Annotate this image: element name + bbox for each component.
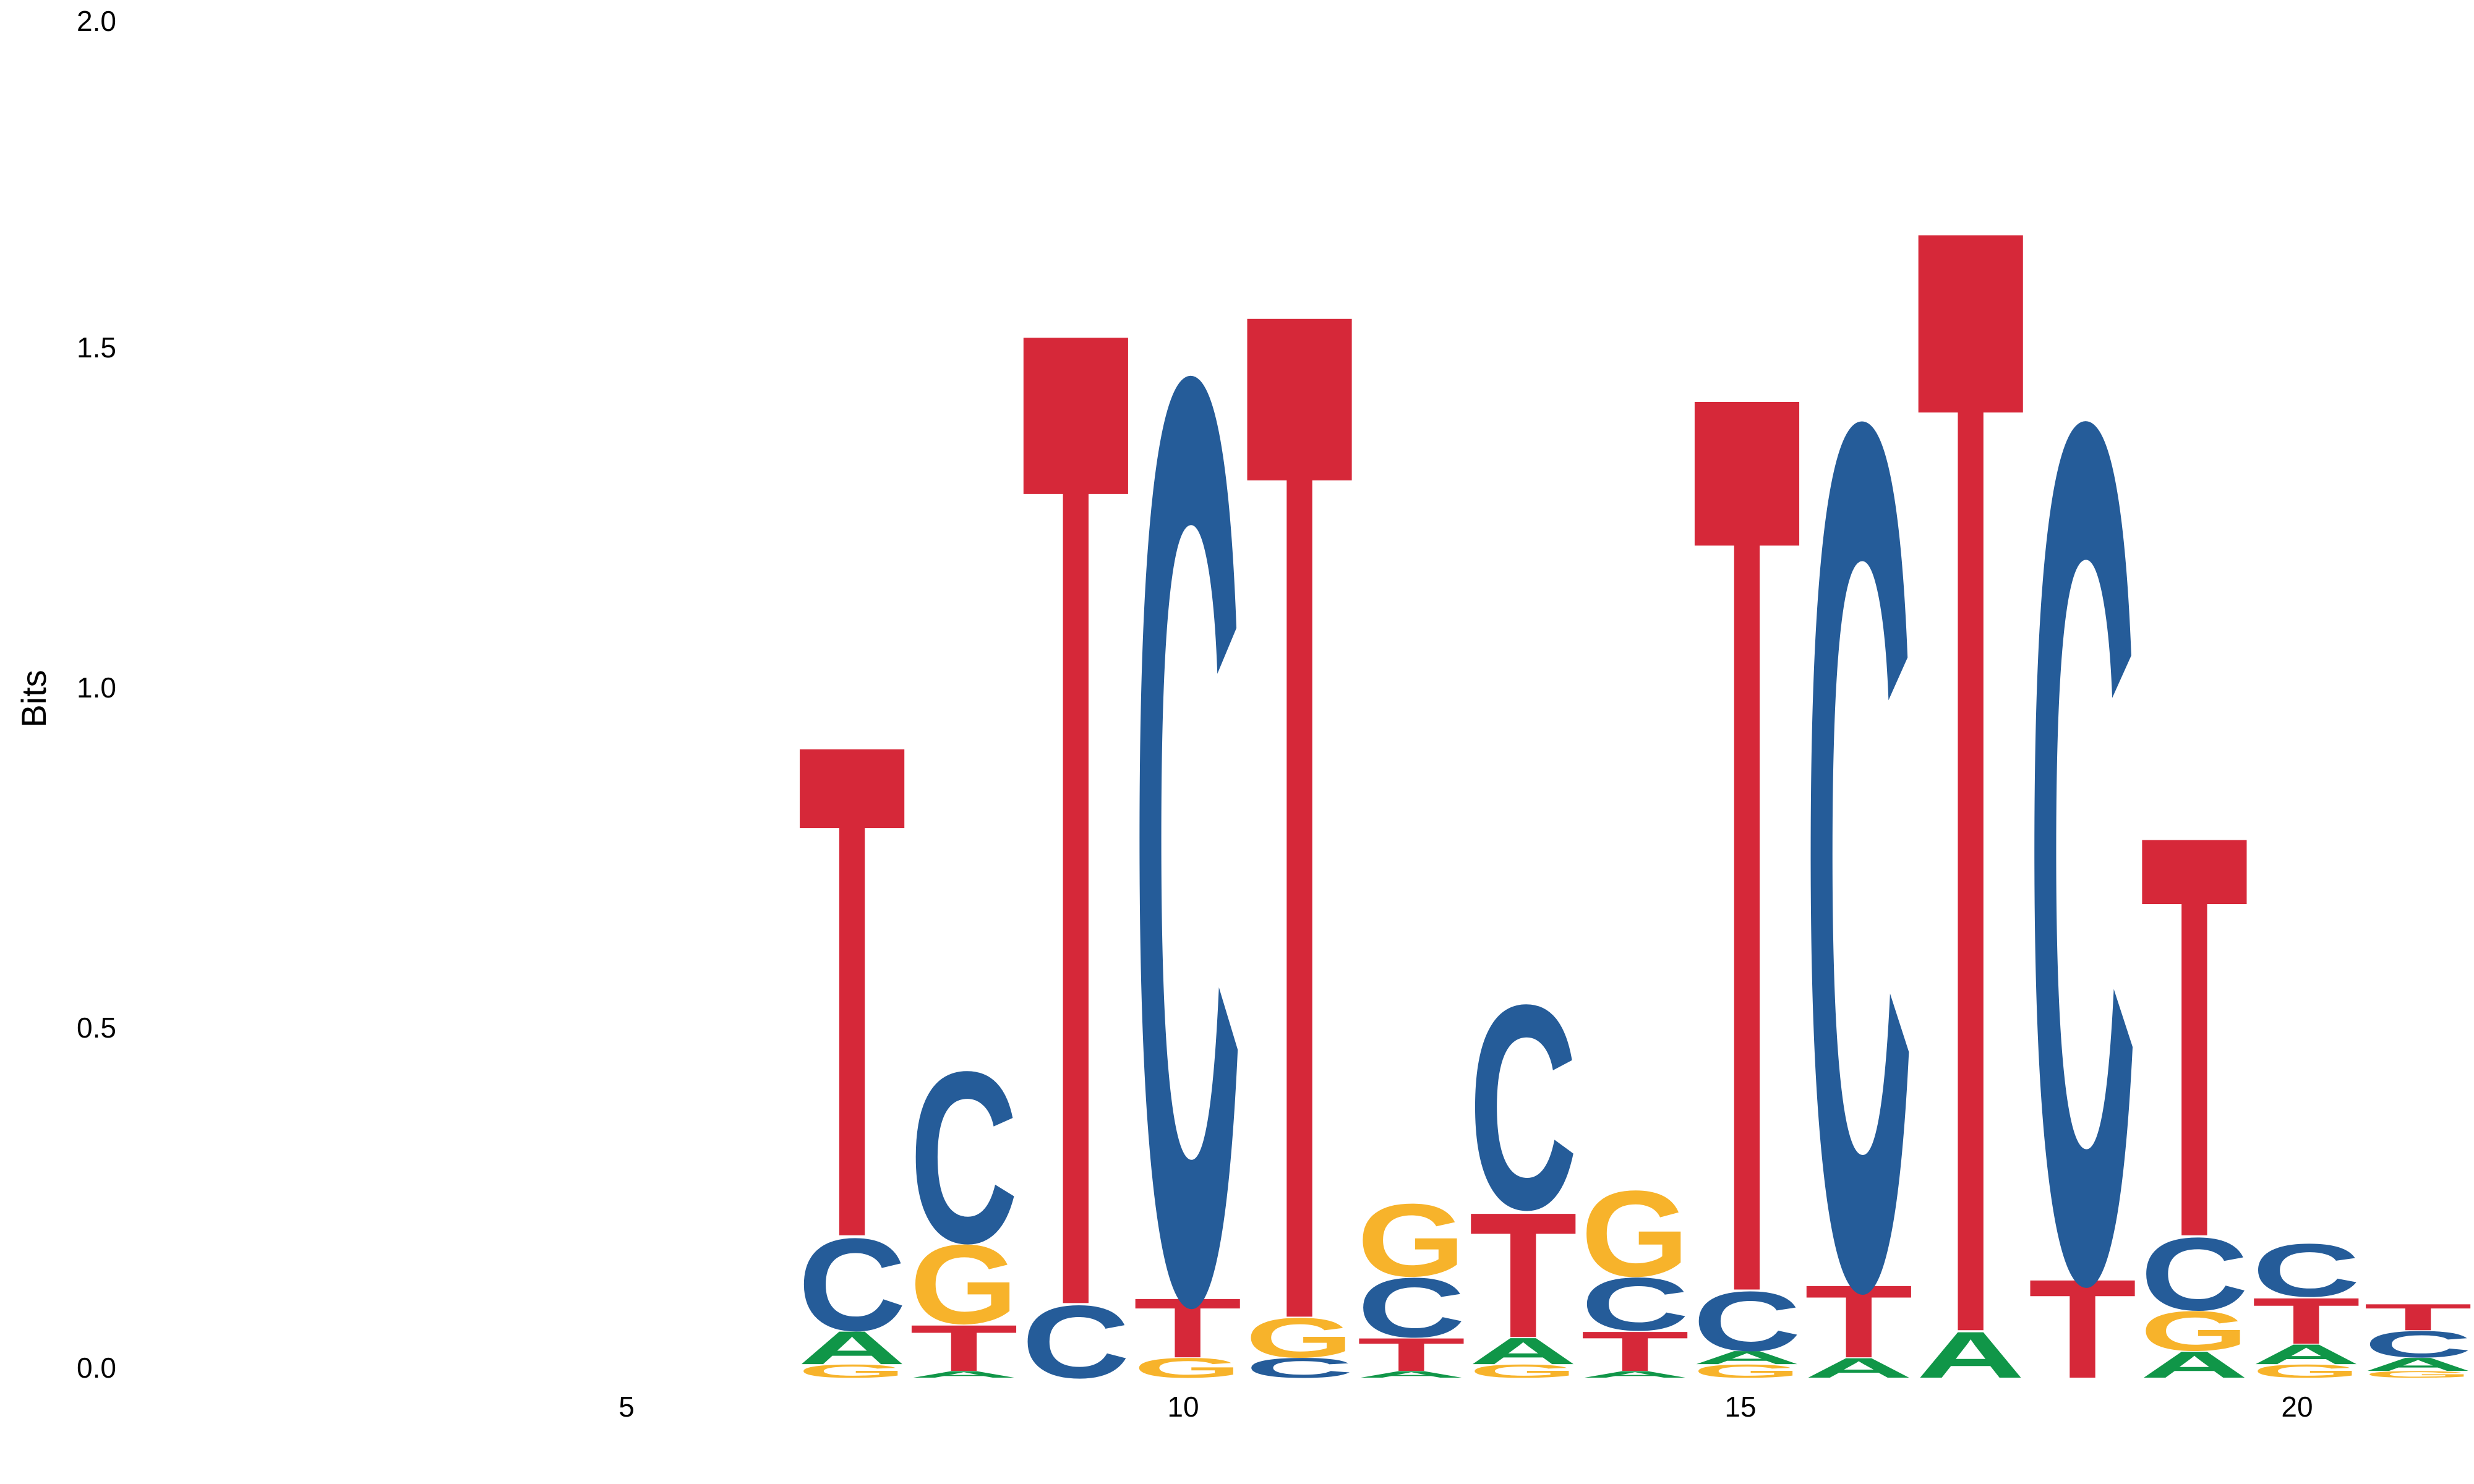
logo-letter-t: T [2252, 1284, 2360, 1358]
logo-letter-a: A [910, 1369, 1018, 1380]
logo-letter-a: A [2140, 1344, 2248, 1386]
logo-letter-g: G [1693, 1361, 1801, 1382]
logo-letter-t: T [2028, 1250, 2136, 1407]
y-tick-label: 0.0 [77, 1352, 116, 1384]
logo-letter-c: C [2364, 1323, 2472, 1365]
logo-letter-g: G [910, 1222, 1018, 1348]
logo-letter-t: T [1469, 1175, 1577, 1375]
logo-letter-t: T [1581, 1320, 1689, 1383]
logo-letter-c: C [1022, 1284, 1130, 1400]
logo-letter-t: T [1916, 0, 2024, 1484]
logo-letter-g: G [1133, 1352, 1241, 1384]
logo-letter-c: C [1133, 103, 1241, 1484]
logo-letter-a: A [1357, 1369, 1465, 1380]
logo-letter-g: G [2252, 1361, 2360, 1382]
x-tick-label: 20 [2281, 1391, 2313, 1423]
y-tick-label: 1.0 [77, 672, 116, 704]
y-tick-label: 2.0 [77, 5, 116, 37]
y-tick-label: 0.5 [77, 1012, 116, 1044]
logo-letter-c: C [2028, 168, 2136, 1484]
y-tick-label: 1.5 [77, 331, 116, 364]
logo-letter-g: G [1469, 1361, 1577, 1382]
logo-letter-g: G [1245, 1307, 1353, 1370]
logo-letter-a: A [1805, 1352, 1913, 1384]
x-tick-label: 15 [1724, 1391, 1756, 1423]
logo-letter-c: C [2140, 1216, 2248, 1332]
x-tick-label: 5 [618, 1391, 635, 1423]
logo-letter-t: T [1693, 122, 1801, 1484]
logo-letter-t: T [1133, 1281, 1241, 1375]
logo-letter-t: T [2140, 715, 2248, 1357]
logo-letter-a: A [2252, 1339, 2360, 1370]
logo-letter-a: A [1916, 1318, 2024, 1391]
logo-letter-c: C [910, 1021, 1018, 1294]
y-axis: 0.0 0.5 1.0 1.5 2.0 Bits [14, 5, 116, 1384]
logo-letter-c: C [798, 1211, 906, 1358]
logo-letter-t: T [1022, 33, 1130, 1484]
logo-letter-c: C [1693, 1274, 1801, 1369]
logo-letter-t: T [910, 1311, 1018, 1385]
logo-letter-g: G [1357, 1183, 1465, 1298]
logo-letter-t: T [1245, 5, 1353, 1484]
logo-letter-a: A [1581, 1369, 1689, 1380]
logo-letter-c: C [2252, 1228, 2360, 1312]
logo-letter-g: G [2140, 1300, 2248, 1363]
y-axis-label: Bits [14, 670, 53, 727]
logo-letter-a: A [1693, 1347, 1801, 1368]
logo-letter-c: C [1469, 944, 1577, 1270]
logo-letter-a: A [798, 1322, 906, 1375]
logo-letter-a: A [2364, 1354, 2472, 1375]
logo-letter-t: T [2364, 1296, 2472, 1338]
logo-letter-g: G [1581, 1165, 1689, 1302]
logo-letter-t: T [1805, 1263, 1913, 1379]
x-tick-label: 10 [1167, 1391, 1199, 1423]
logo-letter-c: C [1805, 168, 1913, 1484]
logo-letter-c: C [1357, 1260, 1465, 1355]
logo-letter-t: T [1357, 1328, 1465, 1381]
logo-letter-g: G [798, 1361, 906, 1382]
logo-letter-c: C [1581, 1262, 1689, 1346]
x-axis: 5 10 15 20 [618, 1391, 2313, 1423]
logo-letter-c: C [1245, 1352, 1353, 1384]
logo-letter-a: A [1469, 1330, 1577, 1372]
logo-letter-t: T [798, 597, 906, 1386]
logo-letter-g: G [2364, 1369, 2472, 1380]
